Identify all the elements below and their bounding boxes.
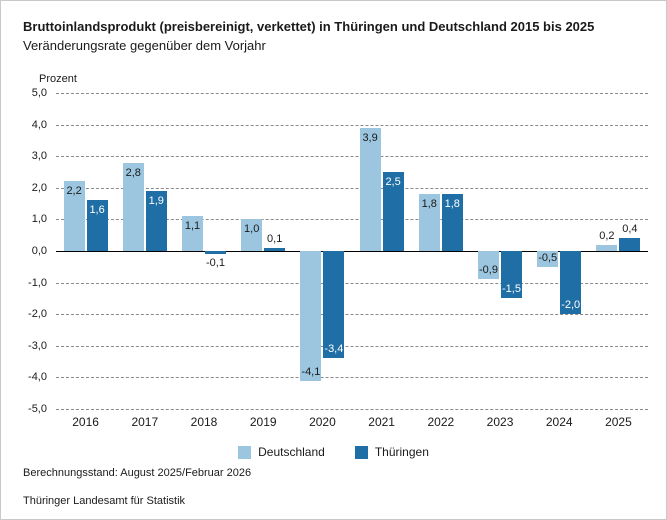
y-axis-tick-label: -2,0 <box>28 308 47 321</box>
y-axis-tick-label: 1,0 <box>31 213 47 226</box>
h-gridline <box>56 187 648 189</box>
y-axis-tick-label: -5,0 <box>28 403 47 415</box>
x-axis-label-2017: 2017 <box>131 415 159 429</box>
bar-thueringen-2017 <box>145 190 167 251</box>
h-gridline <box>56 345 648 347</box>
bar-thueringen-2016 <box>86 200 108 251</box>
bar-value-label-thueringen-2024: -2,0 <box>561 299 581 312</box>
x-axis-label-2024: 2024 <box>545 415 573 429</box>
bar-group-2024: -0,5 -2,0 <box>530 93 589 409</box>
bar-group-2018: 1,1 -0,1 <box>174 93 233 409</box>
bar-value-label-thueringen-2020: -3,4 <box>324 343 344 356</box>
x-axis-label-2019: 2019 <box>249 415 277 429</box>
bar-group-2017: 2,8 1,9 <box>115 93 174 409</box>
zero-axis-line <box>56 251 648 252</box>
bar-group-2023: -0,9 -1,5 <box>470 93 529 409</box>
y-axis-tick-label: 5,0 <box>31 87 47 99</box>
bar-value-label-deutschland-2023: -0,9 <box>479 264 498 277</box>
legend: Deutschland Thüringen <box>1 445 666 459</box>
bar-value-label-deutschland-2017: 2,8 <box>125 166 141 179</box>
x-axis-label-2020: 2020 <box>309 415 336 429</box>
bar-value-label-deutschland-2018: 1,1 <box>184 220 201 233</box>
legend-label-thueringen: Thüringen <box>374 445 429 459</box>
bar-value-label-thueringen-2018: -0,1 <box>206 257 225 270</box>
y-axis-tick-label: 4,0 <box>31 118 47 131</box>
bar-value-label-deutschland-2021: 3,9 <box>362 131 378 144</box>
bar-thueringen-2020 <box>323 251 345 359</box>
bar-value-label-deutschland-2024: -0,5 <box>538 251 558 264</box>
bar-thueringen-2023 <box>500 251 522 299</box>
bar-deutschland-2024 <box>537 251 559 267</box>
y-axis-tick-label: -3,0 <box>28 339 47 352</box>
bar-group-2020: -4,1 -3,4 <box>293 93 352 409</box>
bar-deutschland-2025 <box>596 244 618 251</box>
bar-group-2021: 3,9 2,5 <box>352 93 411 409</box>
bar-value-label-deutschland-2020: -4,1 <box>301 365 321 378</box>
bar-deutschland-2017 <box>122 162 144 251</box>
bar-deutschland-2019 <box>241 219 263 251</box>
h-gridline <box>56 377 648 379</box>
y-axis-tick-labels: 5,0 4,0 3,0 2,0 1,0 0,0 -1,0 -2,0 -3,0 -4,0 -5,0 <box>1 87 47 415</box>
bar-value-label-thueringen-2022: 1,8 <box>444 198 460 211</box>
plot-area: 2,2 1,6 2,8 1,9 1,1 -0,1 1,0 0,1 -4,1 -3,4 3,9 2,5 1… <box>56 93 648 410</box>
legend-label-deutschland: Deutschland <box>258 445 325 459</box>
bar-thueringen-2022 <box>441 194 463 251</box>
h-gridline <box>56 124 648 126</box>
y-axis-tick-label: -4,0 <box>28 371 47 384</box>
bar-thueringen-2025 <box>619 238 641 251</box>
x-axis-label-2021: 2021 <box>368 415 395 429</box>
y-axis-tick-label: 3,0 <box>31 150 47 163</box>
bar-value-label-deutschland-2016: 2,2 <box>66 185 82 198</box>
bar-group-2025: 0,2 0,4 <box>589 93 648 409</box>
y-axis-tick-label: 2,0 <box>31 181 47 194</box>
x-axis-label-2016: 2016 <box>72 415 99 429</box>
y-axis-unit-label: Prozent <box>39 73 77 85</box>
legend-swatch-deutschland <box>238 445 252 459</box>
bar-deutschland-2023 <box>477 251 499 280</box>
bar-value-label-deutschland-2025: 0,2 <box>599 229 615 242</box>
bar-deutschland-2021 <box>359 127 381 251</box>
bar-deutschland-2022 <box>418 194 440 251</box>
bar-value-label-thueringen-2023: -1,5 <box>502 283 521 296</box>
legend-swatch-thueringen <box>354 445 368 459</box>
bar-thueringen-2024 <box>560 251 582 315</box>
bar-value-label-thueringen-2019: 0,1 <box>267 232 283 245</box>
chart-title: Bruttoinlandsprodukt (preisbereinigt, ve… <box>23 19 595 34</box>
bar-thueringen-2018 <box>204 251 226 255</box>
legend-item-deutschland: Deutschland <box>238 445 325 459</box>
bar-value-label-thueringen-2025: 0,4 <box>622 223 638 236</box>
bar-deutschland-2018 <box>181 216 203 251</box>
bar-value-label-deutschland-2019: 1,0 <box>244 223 260 236</box>
bar-deutschland-2016 <box>63 181 85 251</box>
source-label: Thüringer Landesamt für Statistik <box>23 495 186 507</box>
h-gridline <box>56 156 648 158</box>
bar-deutschland-2020 <box>300 251 322 381</box>
h-gridline <box>56 314 648 316</box>
x-axis-labels: 2016 2017 2018 2019 2020 2021 2022 2023 2024 2025 <box>56 415 648 429</box>
h-gridline <box>56 219 648 221</box>
x-axis-label-2018: 2018 <box>190 415 218 429</box>
bar-value-label-deutschland-2022: 1,8 <box>421 198 437 211</box>
bar-value-label-thueringen-2017: 1,9 <box>148 194 164 207</box>
y-axis-tick-label: -1,0 <box>28 276 47 289</box>
chart-subtitle: Veränderungsrate gegenüber dem Vorjahr <box>23 38 266 53</box>
legend-item-thueringen: Thüringen <box>354 445 429 459</box>
bar-thueringen-2019 <box>264 247 286 251</box>
bar-value-label-thueringen-2016: 1,6 <box>89 204 105 217</box>
bar-group-2019: 1,0 0,1 <box>234 93 293 409</box>
bar-group-2022: 1,8 1,8 <box>411 93 470 409</box>
bar-value-label-thueringen-2021: 2,5 <box>385 176 401 188</box>
h-gridline <box>56 409 648 410</box>
x-axis-label-2022: 2022 <box>427 415 455 429</box>
h-gridline <box>56 282 648 284</box>
y-axis-tick-label: 0,0 <box>31 245 47 257</box>
x-axis-label-2023: 2023 <box>486 415 514 429</box>
bar-thueringen-2021 <box>382 172 404 251</box>
bar-group-2016: 2,2 1,6 <box>56 93 115 409</box>
x-axis-label-2025: 2025 <box>605 415 632 429</box>
h-gridline <box>56 93 648 94</box>
footnote-berechnungsstand: Berechnungsstand: August 2025/Februar 20… <box>23 467 252 479</box>
